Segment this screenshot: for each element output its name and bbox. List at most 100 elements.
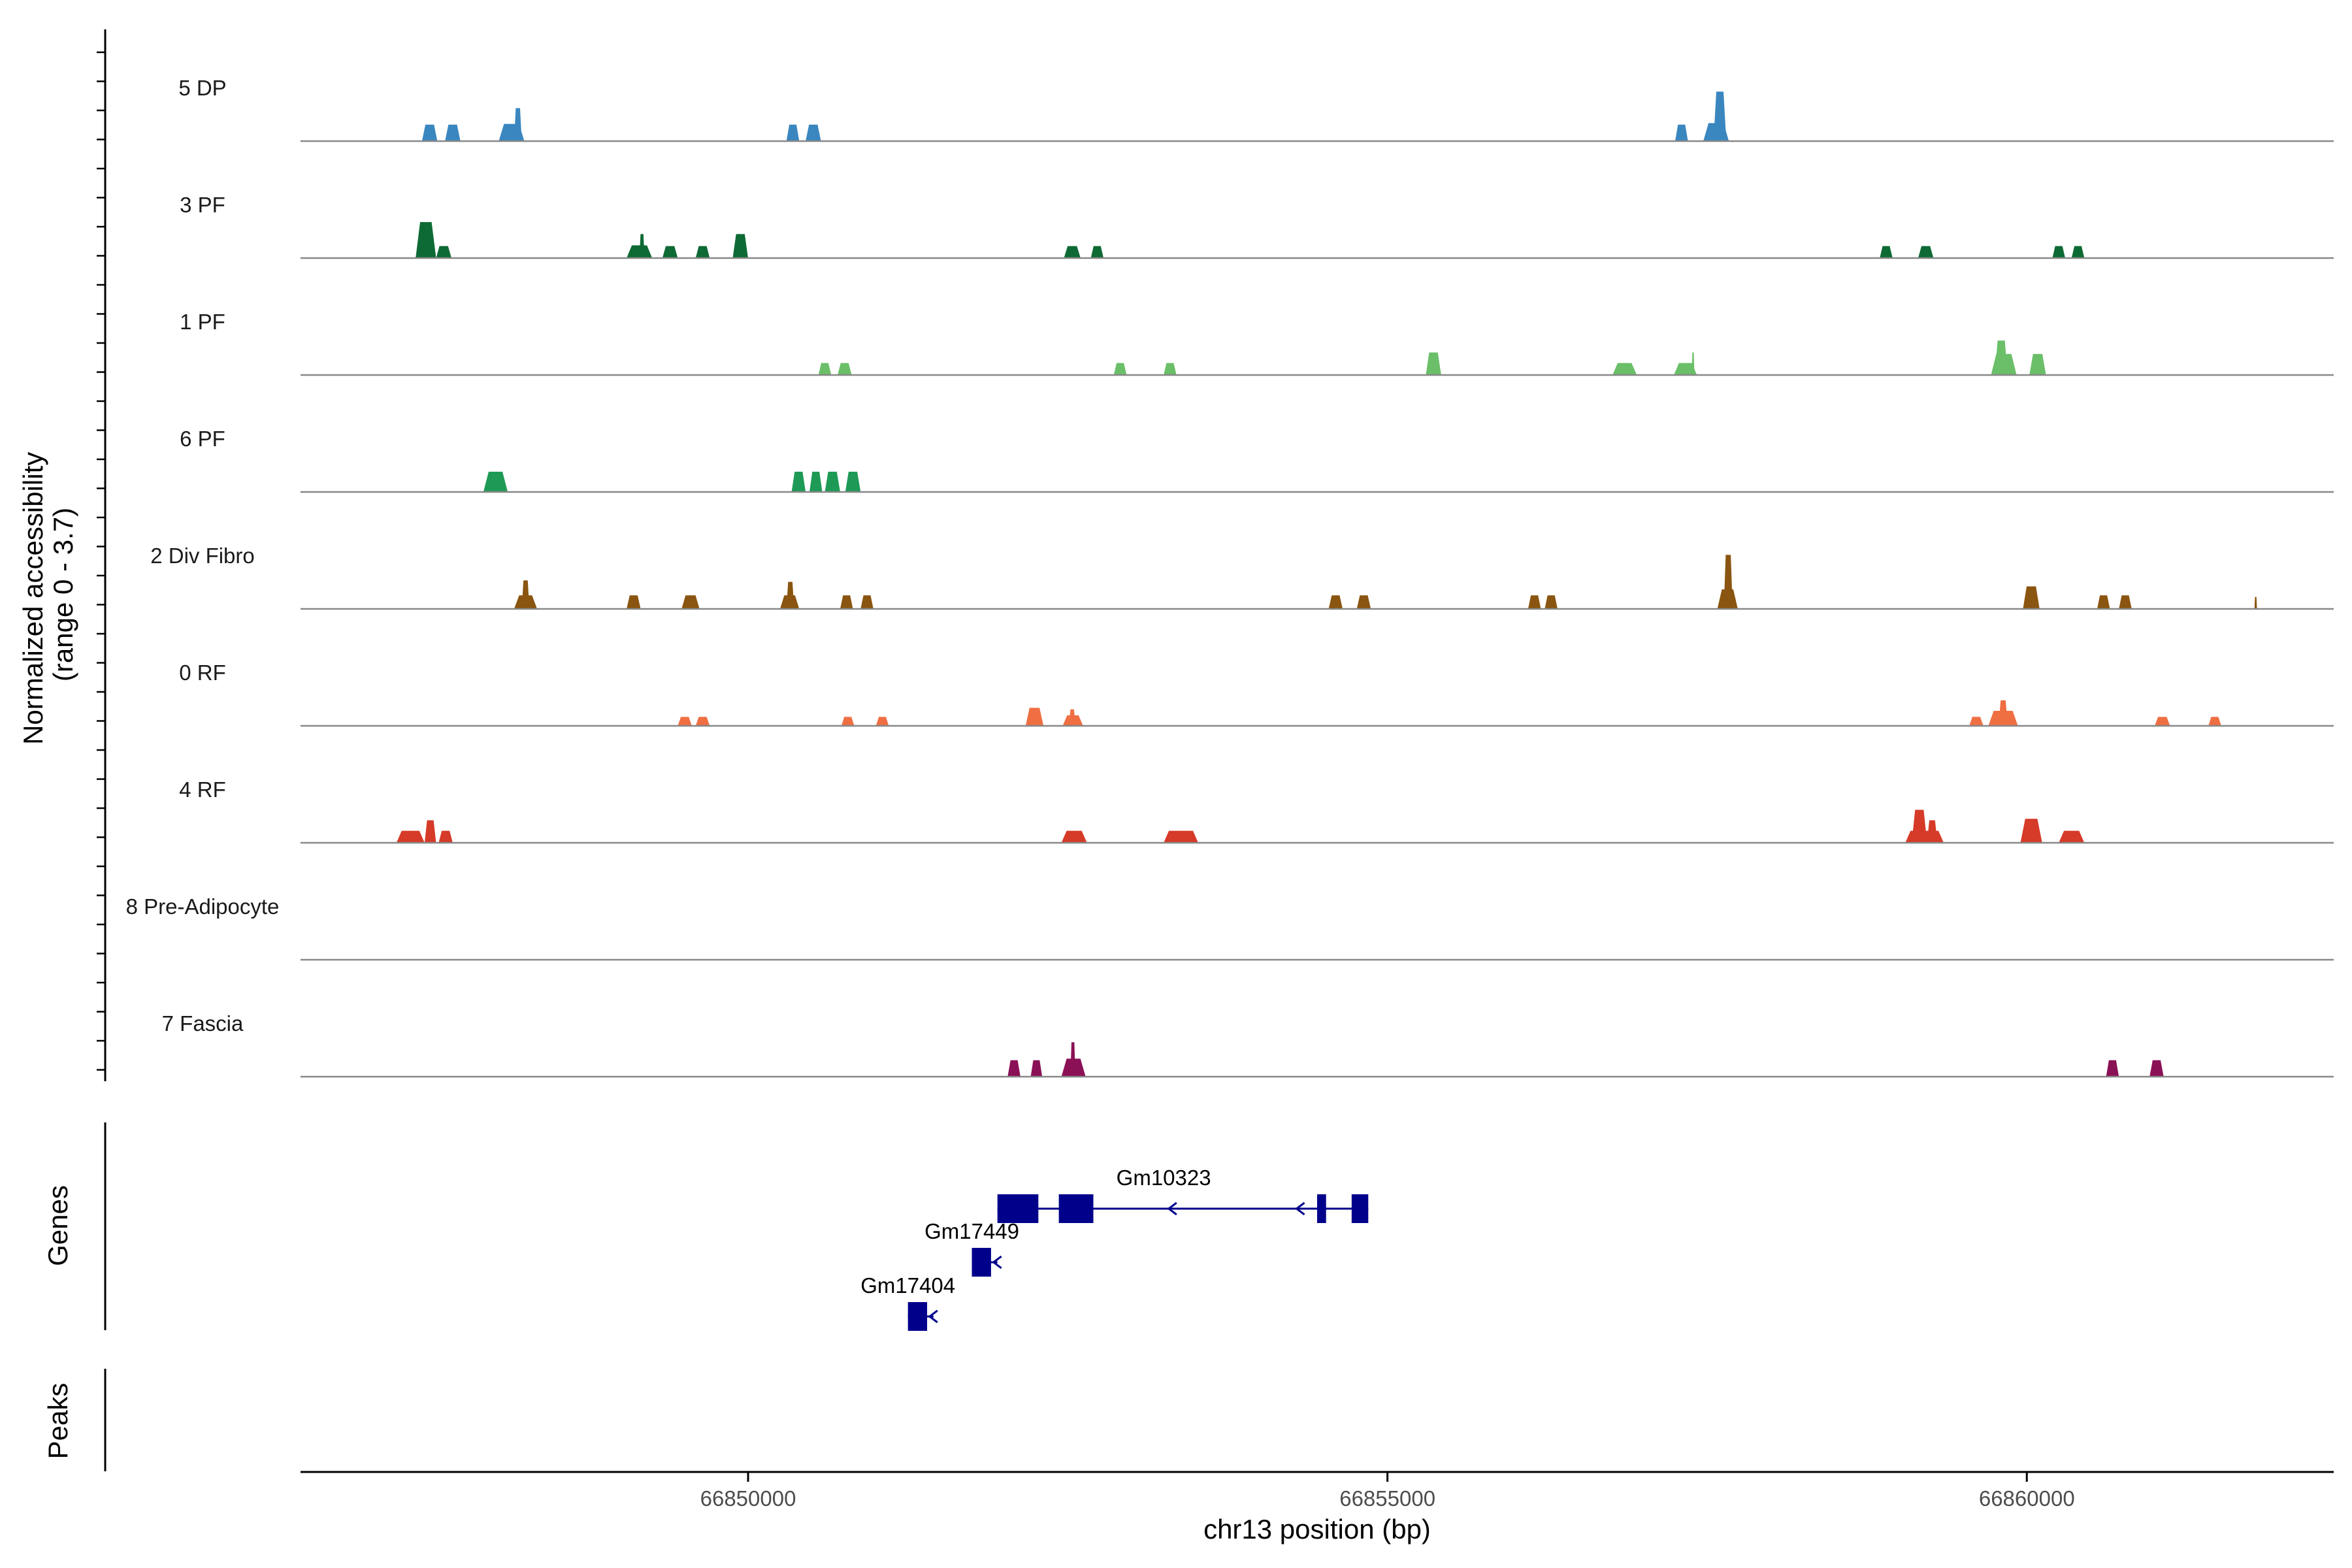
track-label: 4 RF xyxy=(179,777,226,802)
accessibility-y-axis xyxy=(97,29,106,1081)
coverage-peak xyxy=(1713,91,1727,141)
track-label: 0 RF xyxy=(179,661,226,685)
coverage-peak xyxy=(1061,830,1087,843)
coverage-peak xyxy=(2052,246,2065,258)
coverage-peak xyxy=(732,234,748,258)
coverage-peak xyxy=(840,595,853,609)
coverage-peak xyxy=(1113,363,1127,375)
coverage-peak xyxy=(1164,830,1198,843)
track-label: 8 Pre-Adipocyte xyxy=(126,894,280,919)
coverage-peak xyxy=(1723,555,1733,609)
coverage-peak xyxy=(2097,595,2110,609)
track-1-pf: 1 PF xyxy=(180,310,2334,376)
coverage-peak xyxy=(695,246,710,258)
gene-exon xyxy=(1317,1194,1326,1223)
strand-arrow xyxy=(1295,1201,1305,1216)
coverage-peak xyxy=(1969,717,1984,726)
strand-arrow xyxy=(1167,1201,1177,1216)
coverage-peak xyxy=(2023,586,2040,609)
track-2-div-fibro: 2 Div Fibro xyxy=(150,544,2334,610)
gene-gm17404: Gm17404 xyxy=(860,1273,955,1331)
coverage-peak xyxy=(1426,352,1441,375)
coverage-peak xyxy=(1927,820,1938,843)
coverage-peak xyxy=(2071,246,2085,258)
coverage-peak xyxy=(627,595,641,609)
track-label: 2 Div Fibro xyxy=(150,544,255,568)
track-7-fascia: 7 Fascia xyxy=(162,1011,2334,1078)
strand-arrow xyxy=(992,1255,1002,1269)
coverage-peak xyxy=(1691,352,1695,375)
coverage-peak xyxy=(416,221,436,258)
coverage-peak xyxy=(1030,1060,1043,1077)
coverage-peak xyxy=(514,108,522,141)
gene-exon xyxy=(997,1194,1039,1223)
track-3-pf: 3 PF xyxy=(180,193,2334,259)
coverage-peak xyxy=(2254,596,2257,609)
coverage-peak xyxy=(1025,708,1044,726)
gene-gm17449: Gm17449 xyxy=(924,1219,1019,1277)
track-label: 1 PF xyxy=(180,310,225,334)
coverage-peak xyxy=(825,472,840,492)
coverage-peak xyxy=(2149,1060,2164,1077)
coverage-peak xyxy=(2119,595,2132,609)
track-label: 6 PF xyxy=(180,427,225,451)
coverage-peak xyxy=(1912,809,1927,843)
gene-label: Gm17449 xyxy=(924,1219,1019,1243)
coverage-peak xyxy=(1356,595,1371,609)
coverage-peak xyxy=(1995,340,2008,375)
coverage-peak xyxy=(1544,595,1558,609)
y-axis-title: Normalized accessibility (range 0 - 3.7) xyxy=(18,444,78,745)
coverage-peak xyxy=(1070,1042,1076,1077)
track-8-pre-adipocyte: 8 Pre-Adipocyte xyxy=(126,894,2334,961)
gene-track: Gm10323 Gm17449 Gm17404 xyxy=(860,1166,1369,1331)
coverage-peak xyxy=(841,717,855,726)
coverage-peak xyxy=(521,580,530,609)
coverage-peak xyxy=(445,124,461,141)
coverage-peak xyxy=(1090,246,1104,258)
coverage-peak xyxy=(875,717,889,726)
coverage-peak xyxy=(1527,595,1541,609)
gene-exon xyxy=(1058,1194,1094,1223)
coverage-peak xyxy=(1164,363,1177,375)
coverage-peak xyxy=(786,581,794,609)
coverage-peak xyxy=(838,363,852,375)
coverage-peak xyxy=(845,472,861,492)
coverage-peak xyxy=(1064,246,1081,258)
coverage-peak xyxy=(809,472,823,492)
coverage-peak xyxy=(1007,1060,1021,1077)
genes-track-title: Genes xyxy=(42,1185,73,1266)
coverage-peak xyxy=(662,246,678,258)
coverage-peak xyxy=(818,363,832,375)
coverage-peak xyxy=(1069,709,1076,726)
coverage-peak xyxy=(791,472,806,492)
coverage-peak xyxy=(678,717,692,726)
coverage-peak xyxy=(1612,363,1637,375)
coverage-peak xyxy=(2020,819,2042,843)
coverage-peak xyxy=(421,124,438,141)
coverage-peak xyxy=(695,717,710,726)
coverage-peak xyxy=(2059,830,2085,843)
coverage-peak xyxy=(2208,717,2221,726)
track-label: 3 PF xyxy=(180,193,225,217)
gene-gm10323: Gm10323 xyxy=(997,1166,1369,1223)
coverage-peak xyxy=(438,830,453,843)
coverage-peak xyxy=(639,234,645,258)
coverage-peak xyxy=(1674,363,1697,375)
track-4-rf: 4 RF xyxy=(179,777,2334,844)
track-6-pf: 6 PF xyxy=(180,427,2334,493)
coverage-peak xyxy=(2106,1060,2119,1077)
coverage-peak xyxy=(786,124,800,141)
strand-arrow xyxy=(928,1309,938,1324)
coverage-peak xyxy=(2155,717,2170,726)
coverage-peak xyxy=(1328,595,1343,609)
coverage-peak xyxy=(483,472,508,492)
x-tick-label: 66850000 xyxy=(700,1486,796,1511)
coverage-peak xyxy=(627,245,653,258)
x-axis-title: chr13 position (bp) xyxy=(1203,1514,1431,1544)
gene-label: Gm17404 xyxy=(860,1273,955,1298)
peaks-track-title: Peaks xyxy=(42,1383,73,1460)
gene-exon xyxy=(1351,1194,1369,1223)
y-axis-title-line2: (range 0 - 3.7) xyxy=(48,508,78,681)
coverage-peak xyxy=(396,830,425,843)
